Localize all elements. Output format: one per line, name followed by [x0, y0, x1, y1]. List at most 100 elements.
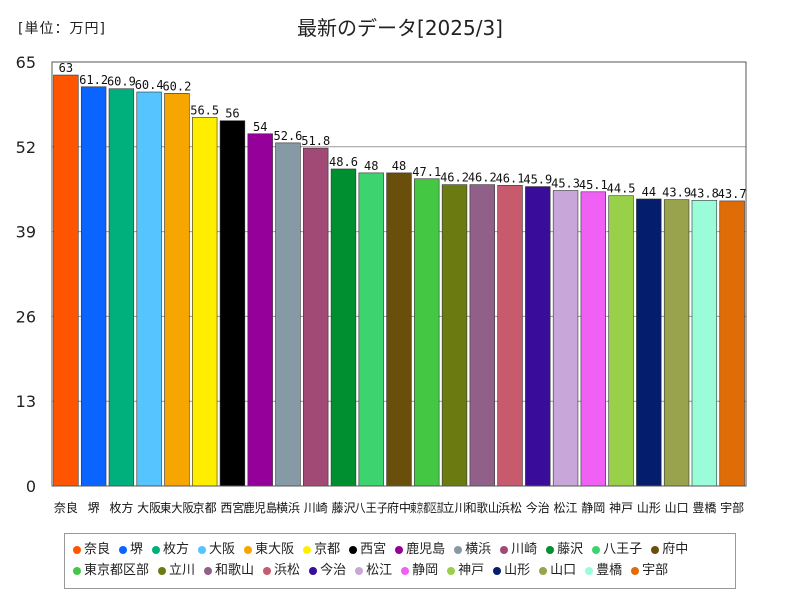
bar-鹿児島	[247, 133, 273, 487]
legend-item: 枚方	[152, 541, 189, 558]
y-tick-label: 13	[16, 392, 36, 411]
value-label: 51.8	[301, 134, 330, 148]
legend-item: 和歌山	[204, 562, 254, 579]
value-label: 54	[253, 120, 267, 134]
legend-label: 横浜	[465, 542, 492, 557]
value-label: 63	[59, 61, 73, 75]
legend-label: 豊橋	[596, 563, 623, 578]
x-tick-label: 静岡	[581, 501, 605, 515]
legend-label: 西宮	[360, 542, 387, 557]
legend-marker	[355, 566, 364, 575]
bar-立川	[441, 184, 468, 487]
x-tick-label: 和歌山	[465, 500, 499, 515]
bar-今治	[525, 186, 551, 487]
legend-item: 今治	[309, 562, 346, 579]
x-tick-label: 京都	[193, 501, 217, 515]
bar-和歌山	[469, 184, 495, 487]
x-tick-label: 山形	[637, 501, 661, 515]
legend-marker	[263, 566, 272, 575]
bar-西宮	[219, 120, 246, 487]
value-label: 60.4	[135, 78, 164, 92]
y-tick-label: 52	[16, 138, 36, 157]
bar-奈良	[53, 74, 79, 487]
bar-堺	[80, 86, 107, 487]
x-tick-label: 府中	[387, 500, 411, 515]
legend-label: 京都	[314, 542, 341, 557]
legend-marker	[651, 545, 660, 554]
value-label: 56.5	[190, 103, 219, 117]
value-label: 56	[225, 107, 239, 121]
value-label: 61.2	[79, 73, 108, 87]
x-axis-ticks: 奈良堺枚方 大阪東大阪京都 西宮鹿児島横浜 川崎 藤沢八王子府中東京都区部立川和歌山浜松…	[54, 500, 744, 515]
legend-label: 今治	[320, 563, 347, 578]
x-tick-label: 東京都区部	[410, 500, 444, 515]
legend-label: 静岡	[412, 563, 439, 578]
legend-marker	[349, 545, 358, 554]
value-label: 60.9	[107, 75, 136, 89]
y-axis-ticks: 0 13 26 39 52 65	[16, 53, 36, 496]
legend-label: 川崎	[511, 542, 538, 557]
legend-marker	[204, 566, 213, 575]
legend-label: 堺	[130, 542, 144, 557]
y-tick-label: 0	[26, 477, 36, 496]
legend: 奈良 堺 枚方 大阪 東大阪 京都 西宮 鹿児島 横浜 川崎 藤沢 八王子 府中 東京都区部 立川 和歌山 浜松…	[64, 533, 736, 589]
legend-label: 府中	[662, 542, 689, 557]
legend-item: 川崎	[500, 541, 537, 558]
legend-item: 山口	[539, 562, 576, 579]
legend-marker	[119, 545, 128, 554]
legend-label: 鹿児島	[406, 542, 446, 557]
legend-marker	[447, 566, 456, 575]
legend-item: 浜松	[263, 562, 300, 579]
legend-marker	[152, 545, 161, 554]
legend-marker	[585, 566, 594, 575]
legend-item: 府中	[651, 541, 688, 558]
legend-item: 藤沢	[546, 541, 583, 558]
x-tick-label: 堺	[88, 501, 100, 515]
value-label: 48	[392, 159, 406, 173]
legend-item: 静岡	[401, 562, 438, 579]
value-label: 48.6	[329, 155, 358, 169]
bar-京都	[192, 117, 218, 487]
legend-label: 山形	[504, 563, 531, 578]
bar-藤沢	[330, 168, 357, 487]
x-tick-label: 宇部	[720, 500, 744, 515]
legend-item: 山形	[493, 562, 530, 579]
x-tick-label: 西宮	[220, 500, 244, 515]
bars	[53, 74, 745, 487]
x-tick-label: 豊橋	[692, 501, 716, 515]
legend-marker	[73, 566, 81, 575]
x-tick-label: 横浜	[276, 501, 300, 515]
x-tick-label: 八王子	[354, 501, 388, 515]
x-tick-label: 山口	[665, 501, 689, 515]
legend-item: 西宮	[349, 541, 386, 558]
bar-枚方	[108, 88, 135, 487]
bar-大阪	[136, 91, 162, 487]
legend-marker	[309, 566, 318, 575]
legend-label: 松江	[366, 563, 393, 578]
legend-label: 神戸	[458, 563, 485, 578]
legend-label: 東大阪	[255, 542, 295, 557]
legend-item: 奈良	[73, 541, 110, 558]
legend-marker	[303, 545, 312, 554]
y-tick-label: 39	[16, 223, 36, 242]
bar-浜松	[497, 184, 523, 487]
legend-marker	[493, 566, 502, 575]
legend-item: 堺	[119, 541, 143, 558]
value-label: 47.1	[412, 165, 441, 179]
y-tick-label: 26	[16, 307, 36, 326]
y-tick-label: 65	[16, 53, 36, 72]
legend-item: 鹿児島	[395, 541, 445, 558]
legend-marker	[395, 545, 404, 554]
legend-marker	[592, 545, 601, 554]
plot-frame	[51, 61, 747, 487]
legend-marker	[631, 566, 640, 575]
bar-東大阪	[164, 93, 190, 487]
value-labels: 63 61.260.960.460.2 56.5 56 54 52.651.8 48.6 48…	[59, 61, 747, 201]
bar-八王子	[358, 172, 384, 487]
x-tick-label: 立川	[443, 500, 467, 515]
legend-marker	[539, 566, 548, 575]
x-tick-label: 今治	[526, 500, 550, 515]
x-tick-label: 枚方	[109, 500, 133, 515]
chart-title: 最新のデータ[2025/3]	[297, 16, 503, 40]
x-tick-label: 浜松	[498, 501, 522, 515]
